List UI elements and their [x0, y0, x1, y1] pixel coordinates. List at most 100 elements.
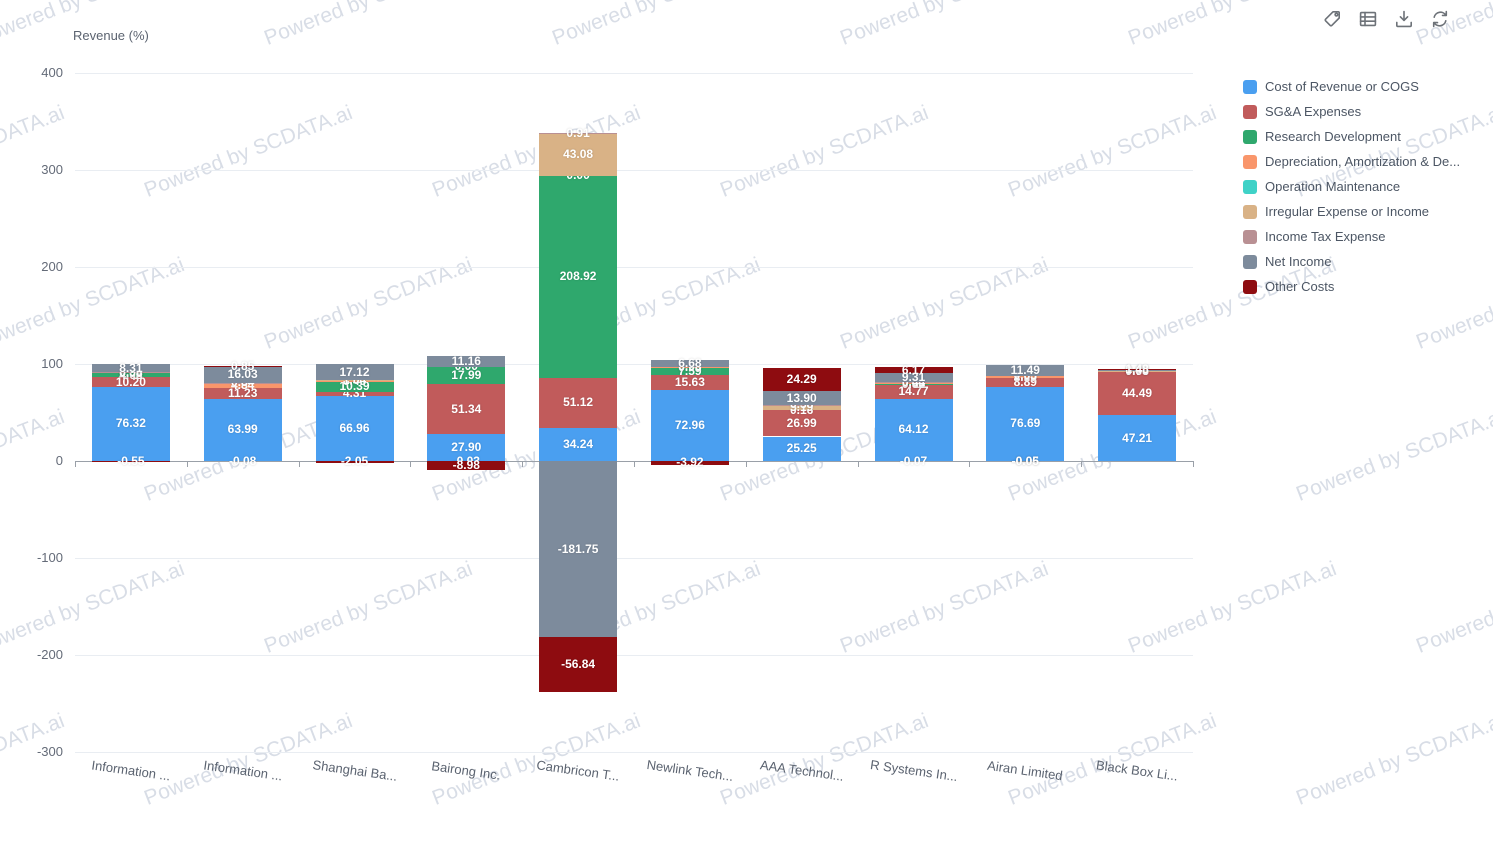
- bar-segment[interactable]: [874, 382, 953, 384]
- bar-segment[interactable]: [539, 132, 618, 134]
- bar-segment[interactable]: [315, 396, 394, 461]
- refresh-icon: [1432, 10, 1448, 28]
- y-tick-label: 400: [41, 65, 63, 80]
- grid-line: [75, 170, 1193, 171]
- legend-item[interactable]: Research Development: [1243, 124, 1460, 149]
- bar-segment[interactable]: [650, 360, 729, 367]
- bar-segment[interactable]: [874, 383, 953, 385]
- y-tick-label: 0: [55, 453, 63, 468]
- bar-segment[interactable]: [762, 367, 841, 392]
- bar-segment[interactable]: [427, 355, 506, 367]
- legend-label: SG&A Expenses: [1265, 104, 1362, 119]
- refresh-tool-button[interactable]: [1429, 8, 1451, 30]
- bar-segment[interactable]: [986, 386, 1065, 461]
- bar-segment[interactable]: [91, 364, 170, 373]
- bar-segment[interactable]: [91, 461, 170, 462]
- bar-segment[interactable]: [203, 383, 282, 389]
- legend-swatch: [1243, 229, 1257, 244]
- bar-segment[interactable]: [91, 386, 170, 461]
- bar-segment[interactable]: [91, 372, 170, 373]
- bar-segment[interactable]: [203, 382, 282, 384]
- bar-segment[interactable]: [203, 366, 282, 383]
- bar-segment[interactable]: [762, 410, 841, 437]
- y-axis-title: Revenue (%): [73, 28, 149, 43]
- x-axis-tick: [75, 461, 76, 467]
- legend-item[interactable]: Other Costs: [1243, 274, 1460, 299]
- bar-segment[interactable]: [315, 391, 394, 397]
- bar-segment[interactable]: [91, 373, 170, 378]
- x-axis-tick: [857, 461, 859, 467]
- bar-segment[interactable]: [1098, 368, 1177, 371]
- bar-segment[interactable]: [650, 390, 729, 461]
- y-tick-label: 300: [41, 162, 63, 177]
- bar-segment[interactable]: [427, 461, 506, 470]
- legend-swatch: [1243, 254, 1257, 269]
- legend-item[interactable]: Income Tax Expense: [1243, 224, 1460, 249]
- data-view-tool-button[interactable]: [1357, 8, 1379, 30]
- bar-segment[interactable]: [986, 375, 1065, 378]
- bar-segment[interactable]: [762, 436, 841, 461]
- x-axis-tick: [522, 461, 524, 467]
- bar-segment[interactable]: [427, 433, 506, 461]
- bar-segment[interactable]: [874, 367, 953, 374]
- legend-item[interactable]: Net Income: [1243, 249, 1460, 274]
- bar-segment[interactable]: [986, 377, 1065, 387]
- bar-segment[interactable]: [315, 363, 394, 381]
- legend-swatch: [1243, 179, 1257, 194]
- bar-segment[interactable]: [203, 398, 282, 461]
- bar-segment[interactable]: [650, 461, 729, 465]
- bar-segment[interactable]: [539, 637, 618, 693]
- grid-line: [75, 655, 1193, 656]
- bar-segment[interactable]: [874, 398, 953, 461]
- legend-swatch: [1243, 104, 1257, 119]
- data-view-icon: [1359, 11, 1377, 27]
- bar-segment[interactable]: [650, 367, 729, 376]
- toolbar: [1321, 8, 1451, 30]
- legend-item[interactable]: Operation Maintenance: [1243, 174, 1460, 199]
- tag-tool-button[interactable]: [1321, 8, 1343, 30]
- bar-segment[interactable]: [762, 391, 841, 405]
- legend-item[interactable]: SG&A Expenses: [1243, 99, 1460, 124]
- legend-swatch: [1243, 129, 1257, 144]
- bar-segment[interactable]: [539, 175, 618, 379]
- bar-segment[interactable]: [315, 380, 394, 382]
- legend-item[interactable]: Cost of Revenue or COGS: [1243, 74, 1460, 99]
- legend-swatch: [1243, 279, 1257, 294]
- bar-segment[interactable]: [203, 388, 282, 399]
- bar-segment[interactable]: [539, 461, 618, 638]
- legend-swatch: [1243, 79, 1257, 94]
- bar-segment[interactable]: [1098, 372, 1177, 416]
- legend-item[interactable]: Depreciation, Amortization & De...: [1243, 149, 1460, 174]
- legend: Cost of Revenue or COGS SG&A Expenses Rese…: [1243, 74, 1460, 299]
- bar-segment[interactable]: [1098, 370, 1177, 372]
- legend-label: Depreciation, Amortization & De...: [1265, 154, 1461, 169]
- bar-segment[interactable]: [874, 373, 953, 383]
- legend-item[interactable]: Irregular Expense or Income: [1243, 199, 1460, 224]
- bar-segment[interactable]: [315, 381, 394, 392]
- bar-segment[interactable]: [427, 384, 506, 434]
- x-axis-tick: [186, 461, 188, 467]
- bar-segment[interactable]: [1098, 371, 1177, 373]
- x-axis-tick: [410, 461, 412, 467]
- bar-segment[interactable]: [1098, 415, 1177, 461]
- legend-swatch: [1243, 204, 1257, 219]
- bar-segment[interactable]: [539, 133, 618, 176]
- bar-segment[interactable]: [874, 384, 953, 399]
- x-axis-tick: [1081, 461, 1083, 467]
- y-tick-label: 100: [41, 356, 63, 371]
- bar-segment[interactable]: [91, 377, 170, 387]
- legend-label: Research Development: [1265, 129, 1401, 144]
- download-tool-button[interactable]: [1393, 8, 1415, 30]
- bar-segment[interactable]: [650, 366, 729, 368]
- bar-segment[interactable]: [762, 405, 841, 411]
- legend-swatch: [1243, 154, 1257, 169]
- bar-segment[interactable]: [315, 461, 394, 463]
- bar-segment[interactable]: [986, 364, 1065, 376]
- legend-label: Irregular Expense or Income: [1265, 204, 1430, 219]
- bar-segment[interactable]: [427, 366, 506, 385]
- bar-segment[interactable]: [650, 375, 729, 391]
- bar-segment[interactable]: [539, 378, 618, 428]
- bar-segment[interactable]: [539, 427, 618, 461]
- bar-segment[interactable]: [203, 366, 282, 367]
